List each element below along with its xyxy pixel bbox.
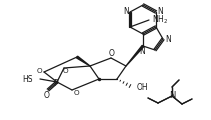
Text: N: N (157, 7, 163, 17)
Text: OH: OH (137, 83, 149, 91)
Text: P: P (54, 78, 58, 87)
Text: O: O (62, 68, 68, 74)
Text: O: O (109, 49, 115, 59)
Text: N: N (169, 91, 175, 101)
Polygon shape (76, 56, 90, 66)
Text: N: N (139, 46, 145, 55)
Text: O: O (44, 90, 50, 99)
Text: N: N (123, 7, 129, 17)
Text: O: O (73, 90, 79, 96)
Polygon shape (126, 45, 144, 66)
Text: HS: HS (23, 75, 33, 84)
Text: N: N (165, 36, 171, 45)
Text: O: O (36, 68, 42, 74)
Text: NH$_2$: NH$_2$ (152, 14, 168, 26)
